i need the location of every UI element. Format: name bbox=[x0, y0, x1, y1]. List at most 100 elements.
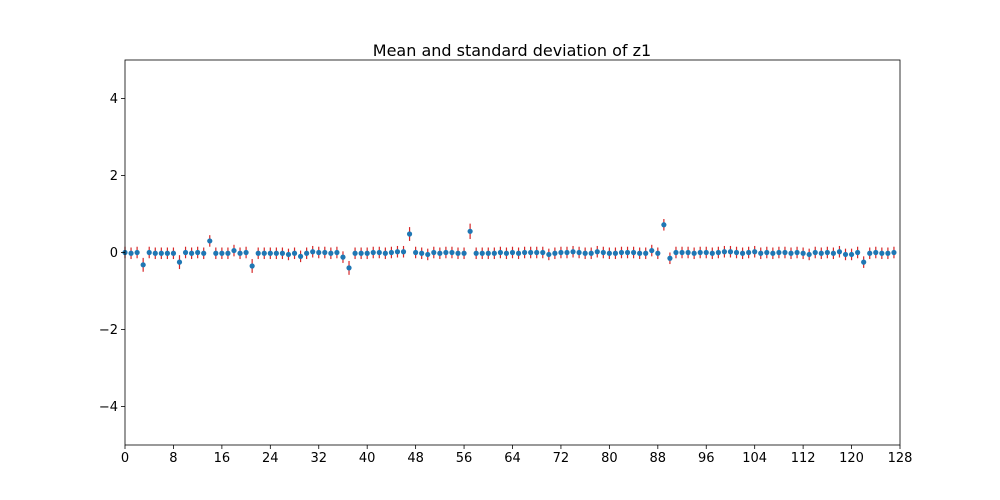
data-point bbox=[806, 251, 812, 258]
data-point bbox=[564, 249, 570, 256]
data-point bbox=[413, 249, 419, 256]
x-tick-label: 88 bbox=[650, 451, 667, 466]
x-tick-label: 48 bbox=[407, 451, 424, 466]
data-point bbox=[170, 250, 177, 256]
data-point bbox=[818, 250, 824, 256]
data-point bbox=[455, 250, 461, 256]
data-point bbox=[800, 250, 806, 256]
data-point bbox=[848, 251, 855, 258]
data-point bbox=[425, 251, 431, 258]
data-point bbox=[630, 249, 637, 256]
x-tick-label: 24 bbox=[262, 451, 279, 466]
data-point bbox=[776, 249, 782, 256]
data-point bbox=[340, 254, 346, 260]
x-tick-label: 32 bbox=[310, 451, 327, 466]
x-tick-label: 56 bbox=[456, 451, 473, 466]
data-point bbox=[128, 250, 134, 256]
data-point bbox=[891, 249, 897, 256]
data-point bbox=[643, 250, 649, 256]
data-point bbox=[746, 249, 752, 256]
data-point bbox=[721, 249, 728, 255]
data-point bbox=[164, 250, 170, 256]
data-point bbox=[237, 250, 243, 256]
data-point bbox=[279, 250, 286, 256]
y-tick-label: −4 bbox=[99, 400, 118, 415]
data-point bbox=[618, 249, 625, 256]
x-tick-label: 0 bbox=[121, 451, 129, 466]
data-point bbox=[310, 249, 316, 255]
data-point bbox=[443, 249, 449, 256]
data-point bbox=[201, 250, 207, 256]
data-point bbox=[297, 253, 304, 259]
data-point bbox=[552, 250, 558, 256]
data-point bbox=[546, 251, 552, 258]
data-point bbox=[830, 250, 836, 256]
data-point bbox=[697, 249, 703, 256]
x-tick-label: 96 bbox=[698, 451, 715, 466]
plot-frame bbox=[124, 59, 901, 446]
data-point bbox=[304, 250, 310, 256]
data-point bbox=[727, 249, 734, 255]
data-point bbox=[842, 251, 849, 258]
data-point bbox=[176, 259, 183, 265]
data-point bbox=[388, 249, 395, 256]
data-point bbox=[334, 249, 340, 256]
data-point bbox=[497, 249, 503, 256]
data-point bbox=[739, 250, 746, 256]
data-point bbox=[189, 250, 195, 256]
data-point bbox=[594, 249, 600, 255]
data-point bbox=[812, 249, 818, 256]
data-point bbox=[764, 249, 770, 256]
data-point bbox=[352, 250, 358, 256]
data-point bbox=[479, 250, 485, 256]
data-point bbox=[836, 249, 843, 255]
y-axis-ticks: −4 −2 0 2 4 bbox=[99, 92, 125, 415]
data-point bbox=[419, 250, 425, 256]
data-point bbox=[249, 263, 255, 269]
data-point bbox=[879, 250, 885, 256]
data-point bbox=[213, 250, 219, 256]
data-point bbox=[758, 250, 764, 256]
x-tick-label: 80 bbox=[601, 451, 618, 466]
data-point bbox=[606, 250, 612, 256]
data-point bbox=[794, 249, 800, 256]
data-point bbox=[612, 250, 619, 256]
data-point bbox=[600, 249, 606, 256]
x-tick-label: 112 bbox=[791, 451, 816, 466]
y-tick-label: −2 bbox=[99, 323, 118, 338]
data-point bbox=[485, 250, 491, 256]
data-point bbox=[528, 249, 534, 256]
data-point bbox=[328, 250, 334, 256]
data-point bbox=[570, 249, 576, 255]
data-point bbox=[885, 250, 891, 256]
data-point bbox=[855, 249, 861, 256]
y-tick-label: 4 bbox=[110, 92, 118, 107]
x-axis-ticks: 0 8 16 24 32 40 48 56 64 72 80 88 96 104 112 120 128 bbox=[121, 445, 912, 466]
data-point bbox=[824, 249, 830, 256]
data-point bbox=[437, 250, 443, 256]
data-point bbox=[140, 262, 146, 268]
data-point bbox=[364, 250, 370, 256]
data-point bbox=[400, 249, 407, 255]
data-point bbox=[346, 265, 352, 271]
data-point bbox=[406, 231, 413, 237]
data-point bbox=[522, 249, 528, 256]
data-point bbox=[649, 247, 655, 254]
data-point bbox=[861, 259, 867, 265]
data-point bbox=[558, 249, 564, 256]
data-point bbox=[661, 222, 667, 228]
data-point bbox=[685, 249, 691, 256]
data-point bbox=[291, 250, 298, 256]
data-point bbox=[491, 250, 497, 256]
data-point bbox=[267, 250, 273, 256]
data-point bbox=[867, 250, 873, 256]
data-point bbox=[376, 249, 382, 256]
data-point bbox=[255, 250, 261, 256]
data-point bbox=[449, 249, 455, 256]
data-point bbox=[195, 249, 201, 256]
data-point bbox=[231, 247, 237, 254]
data-point bbox=[461, 250, 467, 256]
data-point bbox=[691, 250, 697, 256]
x-tick-label: 104 bbox=[742, 451, 767, 466]
data-point bbox=[467, 228, 473, 234]
